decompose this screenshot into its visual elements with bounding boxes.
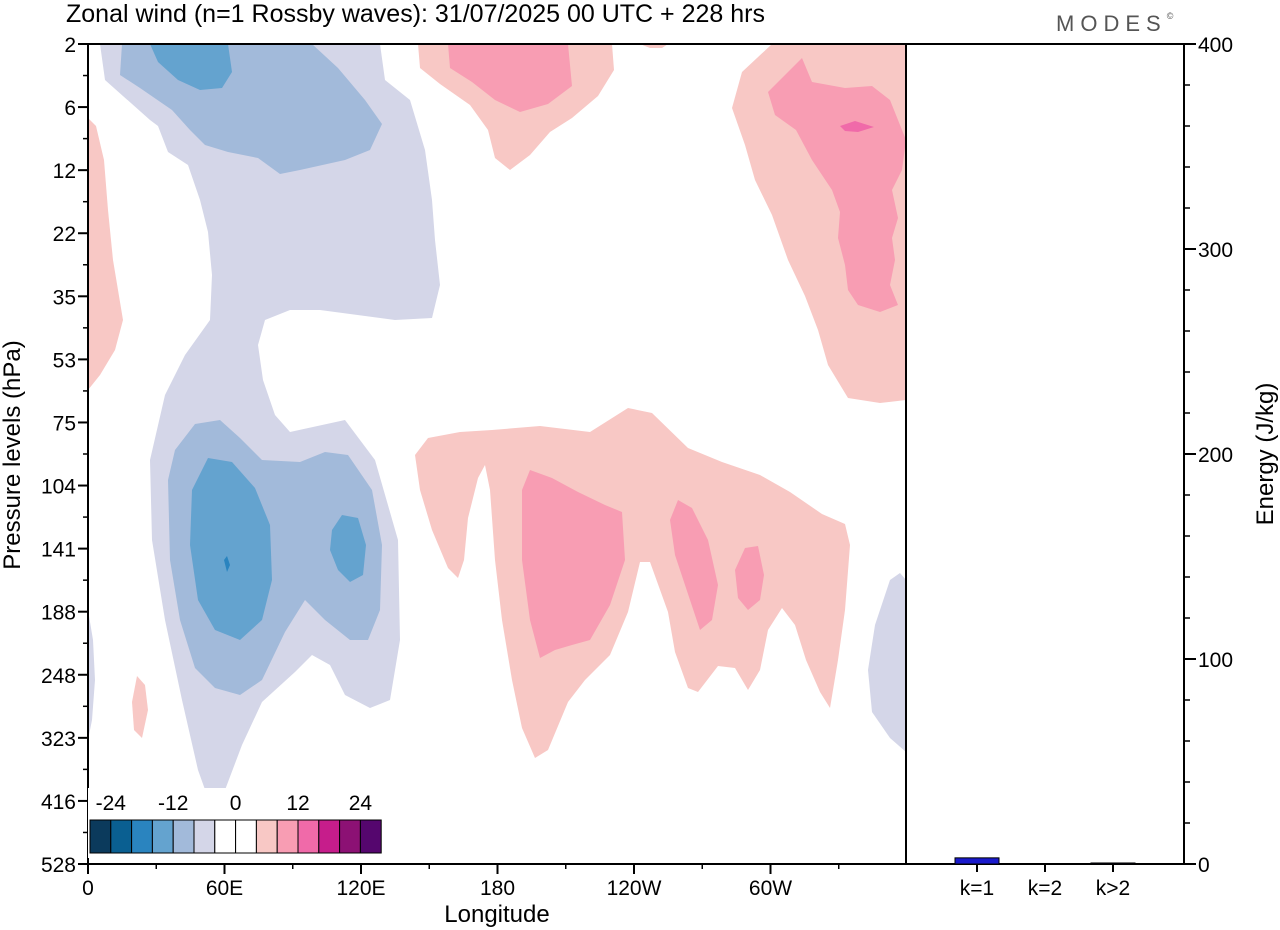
colorbar-label: 12 (286, 792, 309, 815)
chart-title: Zonal wind (n=1 Rossby waves): 31/07/202… (66, 0, 765, 28)
y-tick-label: 416 (41, 791, 76, 814)
x-tick-label: 180 (480, 877, 515, 900)
colorbar (89, 819, 382, 854)
colorbar-swatch (339, 819, 361, 854)
y-tick-label: 141 (41, 539, 76, 562)
y-tick-label: 104 (41, 476, 76, 499)
colorbar-label: 0 (230, 792, 242, 815)
contour-neg-edge-right (868, 573, 906, 752)
contour-neg-edge-left (88, 610, 95, 740)
energy-bar-k>2 (1090, 862, 1136, 865)
y-axis-label: Pressure levels (hPa) (0, 340, 26, 569)
y-tick-label: 53 (53, 349, 76, 372)
brand-logo: MODES© (1056, 11, 1174, 36)
contour-field (88, 44, 906, 798)
contour-neg-upper-strong (150, 44, 232, 90)
energy-x-label: k=1 (960, 877, 994, 900)
brand-mark: © (1167, 11, 1174, 21)
energy-x-axis: k=1 k=2 k>2 (960, 864, 1130, 900)
contour-neg-lower-strong-a (190, 458, 272, 640)
x-tick-label: 60E (206, 877, 243, 900)
contour-pos-right-mid (768, 58, 906, 312)
contour-pos-small-blob (132, 676, 148, 738)
colorbar-label: 24 (349, 792, 373, 815)
energy-x-label: k=2 (1028, 877, 1062, 900)
y-tick-label: 188 (41, 602, 76, 625)
colorbar-swatch (276, 819, 299, 854)
colorbar-swatch (131, 819, 153, 854)
y-tick-label: 12 (53, 160, 76, 183)
colorbar-labels: -24 -12 0 12 24 (96, 792, 373, 815)
x-tick-label: 120E (336, 877, 385, 900)
energy-bar-k=1 (954, 857, 1000, 865)
contour-pos-lower-mid-b (670, 500, 718, 630)
colorbar-swatch (297, 819, 320, 854)
colorbar-swatch (110, 819, 133, 854)
colorbar-swatch (151, 819, 174, 854)
contour-pos-lower-mid-c (735, 546, 764, 610)
energy-tick-label: 400 (1198, 34, 1233, 57)
colorbar-swatch (172, 819, 195, 854)
colorbar-swatch (255, 819, 278, 854)
colorbar-swatch (359, 819, 382, 854)
energy-tick-label: 0 (1198, 854, 1210, 877)
energy-panel-frame (905, 43, 1185, 865)
x-axis-label: Longitude (444, 901, 549, 928)
colorbar-swatch (214, 819, 237, 854)
energy-y-axis: 0 100 200 300 400 (1184, 34, 1233, 877)
y-tick-label: 22 (53, 223, 76, 246)
y-tick-label: 6 (64, 97, 76, 120)
y-tick-label: 528 (41, 854, 76, 877)
contour-neg-lower-strong-b (330, 515, 366, 582)
energy-tick-label: 200 (1198, 444, 1233, 467)
x-tick-label: 120W (607, 877, 662, 900)
colorbar-swatch (193, 819, 216, 854)
x-tick-label: 60W (749, 877, 792, 900)
contour-neg-core (224, 556, 230, 572)
y-tick-label: 248 (41, 665, 76, 688)
y-tick-label: 323 (41, 728, 76, 751)
energy-x-label: k>2 (1096, 877, 1130, 900)
contour-pos-lower-mid-a (522, 470, 625, 658)
colorbar-swatch (235, 819, 257, 854)
y-tick-label: 35 (53, 286, 76, 309)
energy-tick-label: 100 (1198, 649, 1233, 672)
colorbar-swatch (89, 819, 112, 854)
x-tick-label: 0 (82, 877, 94, 900)
y-tick-label: 75 (53, 412, 76, 435)
contour-pos-right-core (840, 121, 874, 132)
contour-pos-lower-weak (415, 408, 850, 758)
contour-pos-upper-mid (448, 44, 572, 112)
y-tick-label: 2 (64, 34, 76, 57)
colorbar-label: -24 (96, 792, 127, 815)
energy-axis-label: Energy (J/kg) (1252, 383, 1279, 526)
contour-pos-left-edge (88, 118, 123, 390)
y-axis: 2 6 12 22 35 53 75 104 141 188 248 323 416 528 (41, 34, 88, 877)
colorbar-label: -12 (158, 792, 188, 815)
energy-tick-label: 300 (1198, 239, 1233, 262)
colorbar-swatch (318, 819, 341, 854)
x-axis: 0 60E 120E 180 120W 60W (82, 864, 840, 900)
